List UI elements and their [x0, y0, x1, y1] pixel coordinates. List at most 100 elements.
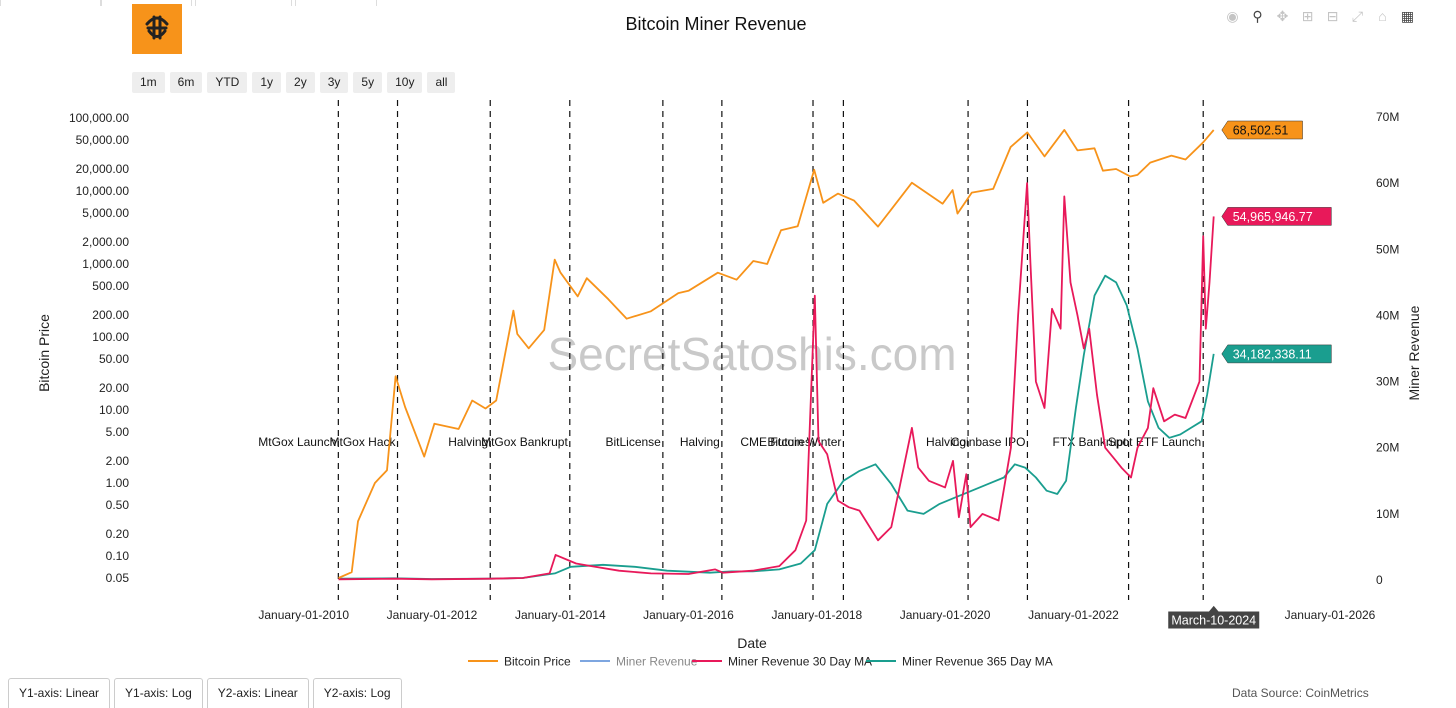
ma30-end-label-box: [1221, 207, 1332, 226]
axis-scale-buttons: Y1-axis: Linear Y1-axis: Log Y2-axis: Li…: [8, 678, 402, 708]
legend-item[interactable]: Miner Revenue: [580, 655, 698, 669]
camera-icon[interactable]: ◉: [1226, 7, 1239, 24]
legend-item[interactable]: Miner Revenue 30 Day MA: [692, 655, 872, 669]
y-tick-label: 0.20: [106, 527, 130, 541]
range-button-1m[interactable]: 1m: [132, 72, 165, 93]
ma30-end-label: 54,965,946.77: [1233, 210, 1313, 224]
top-tab-strip: [0, 0, 380, 6]
y-tick-label: 50,000.00: [76, 133, 130, 147]
x-tick-label: January-01-2022: [1028, 608, 1119, 622]
y2-tick-label: 10M: [1376, 507, 1399, 521]
range-button-10y[interactable]: 10y: [387, 72, 423, 93]
y-tick-label: 10,000.00: [76, 184, 130, 198]
event-label: BitLicense: [605, 435, 661, 449]
event-label: MtGox Hack: [330, 435, 397, 449]
price-end-label-box: [1221, 120, 1303, 140]
y2-linear-button[interactable]: Y2-axis: Linear: [206, 678, 309, 708]
y-tick-label: 5,000.00: [82, 206, 129, 220]
price-end-label: 68,502.51: [1233, 123, 1289, 137]
x-axis-title: Date: [737, 635, 767, 651]
x-tick-label: January-01-2018: [772, 608, 863, 622]
chart-title: Bitcoin Miner Revenue: [625, 14, 807, 34]
y2-log-button[interactable]: Y2-axis: Log: [312, 678, 402, 708]
y2-tick-label: 0: [1376, 573, 1383, 587]
event-label: Halving: [926, 435, 966, 449]
range-selector: 1m 6m YTD 1y 2y 3y 5y 10y all: [132, 72, 456, 93]
y-tick-label: 1,000.00: [82, 257, 129, 271]
range-button-3y[interactable]: 3y: [319, 72, 349, 93]
range-button-ytd[interactable]: YTD: [207, 72, 248, 93]
legend-label: Miner Revenue 365 Day MA: [902, 655, 1053, 669]
legend-label: Miner Revenue 30 Day MA: [728, 655, 872, 669]
event-label: Halving: [680, 435, 720, 449]
range-button-2y[interactable]: 2y: [286, 72, 315, 93]
y-tick-label: 0.50: [106, 498, 130, 512]
x-tick-label: January-01-2010: [258, 608, 349, 622]
watermark: SecretSatoshis.com: [547, 328, 956, 380]
zoom-out-icon[interactable]: ⊟: [1326, 7, 1339, 24]
y-tick-label: 20.00: [99, 381, 129, 395]
y2-axis-title: Miner Revenue: [1406, 305, 1422, 400]
y-tick-label: 100,000.00: [69, 111, 129, 125]
event-label: Halving: [448, 435, 488, 449]
y-tick-label: 200.00: [92, 308, 129, 322]
y1-log-button[interactable]: Y1-axis: Log: [114, 678, 203, 708]
y2-tick-label: 20M: [1376, 441, 1399, 455]
event-label: CME Futures: [740, 435, 811, 449]
legend-item[interactable]: Miner Revenue 365 Day MA: [866, 655, 1053, 669]
range-button-1y[interactable]: 1y: [252, 72, 282, 93]
bitcoin-smile-icon: [145, 15, 169, 40]
x-tick-label: January-01-2026: [1285, 608, 1376, 622]
plotly-logo-icon[interactable]: ▦: [1400, 7, 1415, 24]
legend-item[interactable]: Bitcoin Price: [468, 655, 571, 669]
y2-tick-label: 50M: [1376, 242, 1399, 256]
ma365-end-label-box: [1221, 344, 1332, 364]
y2-tick-label: 70M: [1376, 110, 1399, 124]
hover-date-label: March-10-2024: [1171, 614, 1256, 628]
reset-axes-icon[interactable]: ⌂: [1378, 7, 1387, 24]
autoscale-icon[interactable]: ⤢: [1351, 7, 1364, 24]
y-tick-label: 100.00: [92, 330, 129, 344]
event-label: MtGox Bankrupt: [481, 435, 568, 449]
y-tick-label: 20,000.00: [76, 162, 130, 176]
x-tick-label: January-01-2016: [643, 608, 734, 622]
y-tick-label: 10.00: [99, 403, 129, 417]
event-label: Bitcoin Winter: [767, 435, 841, 449]
y-tick-label: 0.10: [106, 549, 130, 563]
y-tick-label: 5.00: [106, 425, 130, 439]
ma365-end-label: 34,182,338.11: [1233, 347, 1312, 361]
event-label: Coinbase IPO: [951, 435, 1026, 449]
y2-tick-label: 30M: [1376, 375, 1399, 389]
y-axis-title: Bitcoin Price: [36, 314, 52, 392]
data-source: Data Source: CoinMetrics: [1232, 686, 1369, 700]
zoom-icon[interactable]: ⚲: [1252, 7, 1263, 24]
y-tick-label: 2,000.00: [82, 235, 129, 249]
modebar: ◉ ⚲ ✥ ⊞ ⊟ ⤢ ⌂ ▦: [1224, 6, 1416, 26]
legend-label: Miner Revenue: [616, 655, 698, 669]
x-tick-label: January-01-2014: [515, 608, 606, 622]
zoom-in-icon[interactable]: ⊞: [1301, 7, 1314, 24]
x-tick-label: January-01-2012: [387, 608, 478, 622]
y-tick-label: 1.00: [106, 476, 130, 490]
y2-tick-label: 40M: [1376, 308, 1399, 322]
x-tick-label: January-01-2020: [900, 608, 991, 622]
y-tick-label: 0.05: [106, 571, 130, 585]
event-label: MtGox Launch: [258, 435, 336, 449]
legend-label: Bitcoin Price: [504, 655, 571, 669]
hover-date-box: [1167, 604, 1261, 630]
y2-tick-label: 60M: [1376, 176, 1399, 190]
event-label: Spot ETF Launch: [1108, 435, 1201, 449]
y-tick-label: 50.00: [99, 352, 129, 366]
series-line-price: [338, 129, 1215, 579]
brand-logo: [132, 4, 182, 54]
y-tick-label: 2.00: [106, 454, 130, 468]
series-line-ma30: [338, 182, 1215, 581]
range-button-5y[interactable]: 5y: [353, 72, 383, 93]
series-line-ma365: [338, 274, 1215, 580]
range-button-6m[interactable]: 6m: [169, 72, 203, 93]
y-tick-label: 500.00: [92, 279, 129, 293]
pan-icon[interactable]: ✥: [1276, 7, 1289, 24]
range-button-all[interactable]: all: [427, 72, 456, 93]
y1-linear-button[interactable]: Y1-axis: Linear: [8, 678, 111, 708]
